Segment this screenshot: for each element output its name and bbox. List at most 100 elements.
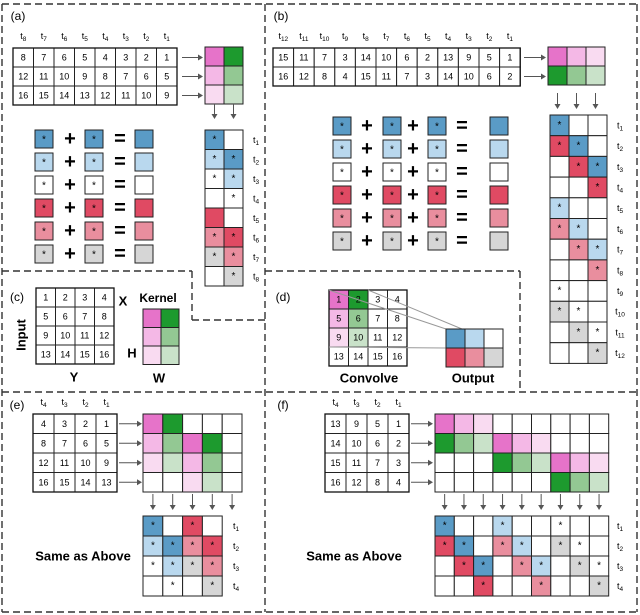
shifted-kernel-cell <box>511 472 533 493</box>
shifted-kernel-cell <box>182 433 203 454</box>
output-cell <box>569 515 590 537</box>
output-cell <box>587 342 608 364</box>
asterisk-mark: * <box>340 191 344 202</box>
asterisk-mark: * <box>42 158 46 169</box>
input-grid-d-value: 6 <box>356 314 361 324</box>
plus-sign: + <box>64 151 76 173</box>
input-grid-d-value: 11 <box>373 333 382 343</box>
shifted-kernel-cell <box>588 472 610 493</box>
output-cell <box>587 218 608 240</box>
operand-cell <box>84 244 104 264</box>
time-label: t2 <box>82 397 89 409</box>
shifted-kernel-cell <box>201 433 223 454</box>
input-grid-d-value: 10 <box>353 333 363 343</box>
result-cell <box>134 221 154 241</box>
asterisk-mark: * <box>232 251 236 262</box>
input-grid-b-value: 12 <box>299 72 309 82</box>
asterisk-mark: * <box>92 204 96 215</box>
plus-sign: + <box>361 207 373 229</box>
plus-sign: + <box>407 138 419 160</box>
input-grid-c-value: 4 <box>102 293 107 303</box>
shifted-kernel-cell <box>221 452 243 473</box>
asterisk-mark: * <box>340 122 344 133</box>
down-arrow-head <box>538 505 545 510</box>
shifted-kernel-cell <box>453 472 475 493</box>
operand-cell <box>84 129 104 149</box>
shifted-kernel-cell <box>492 452 513 473</box>
output-cell <box>568 280 589 302</box>
input-grid-d-value: 13 <box>334 352 344 362</box>
input-grid-f-value: 2 <box>396 438 401 448</box>
input-grid-f-value: 4 <box>396 477 401 487</box>
output-cell <box>588 515 610 537</box>
time-label: t6 <box>61 31 68 43</box>
input-grid-f-border <box>324 413 410 493</box>
same-as-above-label: Same as Above <box>306 549 402 564</box>
asterisk-mark: * <box>462 541 466 552</box>
result-cell <box>489 162 509 182</box>
time-label: t10 <box>320 31 330 43</box>
input-grid-a-value: 13 <box>80 91 90 101</box>
shifted-kernel-cell <box>569 413 590 434</box>
input-grid-f-value: 9 <box>354 419 359 429</box>
input-grid-e-value: 10 <box>80 458 90 468</box>
asterisk-mark: * <box>390 237 394 248</box>
output-cell <box>568 197 589 220</box>
time-label: t5 <box>424 31 431 43</box>
input-grid-b-value: 3 <box>425 72 430 82</box>
down-arrow-head <box>229 505 236 510</box>
shifted-kernel-cell <box>531 472 552 493</box>
output-time-label: t3 <box>617 162 624 174</box>
input-grid-f-value: 6 <box>375 438 380 448</box>
operand-cell <box>332 116 352 136</box>
input-grid-c-value: 11 <box>80 331 89 341</box>
output-cell <box>568 114 589 137</box>
equals-sign: = <box>456 207 468 229</box>
asterisk-mark: * <box>520 561 524 572</box>
shifted-kernel-cell <box>473 452 494 473</box>
input-grid-a-value: 4 <box>103 53 108 63</box>
plus-sign: + <box>361 161 373 183</box>
asterisk-mark: * <box>539 581 543 592</box>
kernel-cell <box>547 65 568 86</box>
input-grid-d-value: 7 <box>375 314 380 324</box>
output-cell <box>531 515 552 537</box>
input-grid-b-value: 16 <box>278 72 288 82</box>
output-time-label: t12 <box>615 348 625 360</box>
input-grid-b-value: 13 <box>443 53 453 63</box>
time-label: t1 <box>395 397 402 409</box>
asterisk-mark: * <box>151 521 155 532</box>
input-grid-b-value: 2 <box>507 72 512 82</box>
output-cell <box>204 188 225 209</box>
kernel-cell <box>223 65 244 86</box>
output-time-label: t2 <box>253 154 260 166</box>
kernel-cell <box>142 308 162 328</box>
row-arrow-head <box>428 420 433 427</box>
input-grid-c-value: 3 <box>82 293 87 303</box>
input-grid-f-value: 5 <box>375 419 380 429</box>
plus-sign: + <box>407 230 419 252</box>
output-label: Output <box>452 371 495 386</box>
kernel-cell <box>585 46 606 67</box>
output-cell <box>162 515 184 537</box>
asterisk-mark: * <box>462 561 466 572</box>
row-arrow-head <box>428 459 433 466</box>
input-grid-e-value: 4 <box>41 419 46 429</box>
input-grid-b-value: 14 <box>443 72 453 82</box>
kernel-cell <box>223 84 244 105</box>
time-label: t3 <box>353 397 360 409</box>
asterisk-mark: * <box>232 232 236 243</box>
input-grid-a-value: 12 <box>100 91 110 101</box>
kernel-cell <box>160 345 180 365</box>
plus-sign: + <box>361 115 373 137</box>
shifted-kernel-cell <box>162 472 184 493</box>
input-grid-c-value: 2 <box>63 293 68 303</box>
shifted-kernel-cell <box>511 433 533 454</box>
y-axis-label: Y <box>70 370 79 385</box>
asterisk-mark: * <box>597 581 601 592</box>
output-cell <box>550 555 571 577</box>
asterisk-mark: * <box>539 561 543 572</box>
input-grid-c-value: 8 <box>102 312 107 322</box>
asterisk-mark: * <box>435 168 439 179</box>
output-cell <box>201 575 223 597</box>
